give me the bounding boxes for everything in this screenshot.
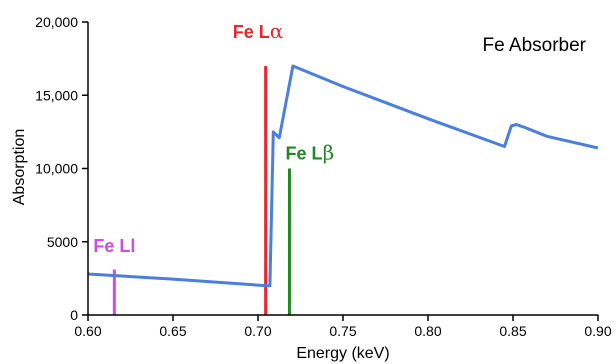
tick-labels: 0.60 0.65 0.70 0.75 0.80 0.85 0.90 0 5000 10,000 1… (35, 14, 612, 339)
x-tick-label: 0.85 (499, 323, 526, 339)
x-tick-label: 0.90 (584, 323, 611, 339)
axes (82, 21, 599, 321)
x-tick-label: 0.80 (414, 323, 441, 339)
annotation-label: Fe Lα (233, 19, 284, 43)
x-tick-label: 0.70 (244, 323, 271, 339)
x-tick-label: 0.65 (159, 323, 186, 339)
x-tick-label: 0.60 (74, 323, 101, 339)
x-tick-label: 0.75 (329, 323, 356, 339)
y-axis-title: Absorption (11, 129, 28, 206)
absorption-line (87, 64, 599, 288)
x-axis-title: Energy (keV) (296, 345, 389, 362)
chart-title: Fe Absorber (483, 35, 587, 56)
annotation-label: Fe Lβ (286, 141, 335, 165)
y-tick-label: 15,000 (35, 87, 78, 103)
annotation-labels: Fe Lα Fe Lβ Fe Ll (93, 19, 334, 256)
annotation-lines (112, 65, 291, 315)
y-tick-label: 20,000 (35, 14, 78, 30)
y-tick-label: 10,000 (35, 161, 78, 177)
series-layer (87, 64, 599, 288)
y-tick-label: 0 (70, 307, 78, 323)
annotation-label: Fe Ll (93, 236, 135, 256)
y-tick-label: 5000 (47, 234, 78, 250)
